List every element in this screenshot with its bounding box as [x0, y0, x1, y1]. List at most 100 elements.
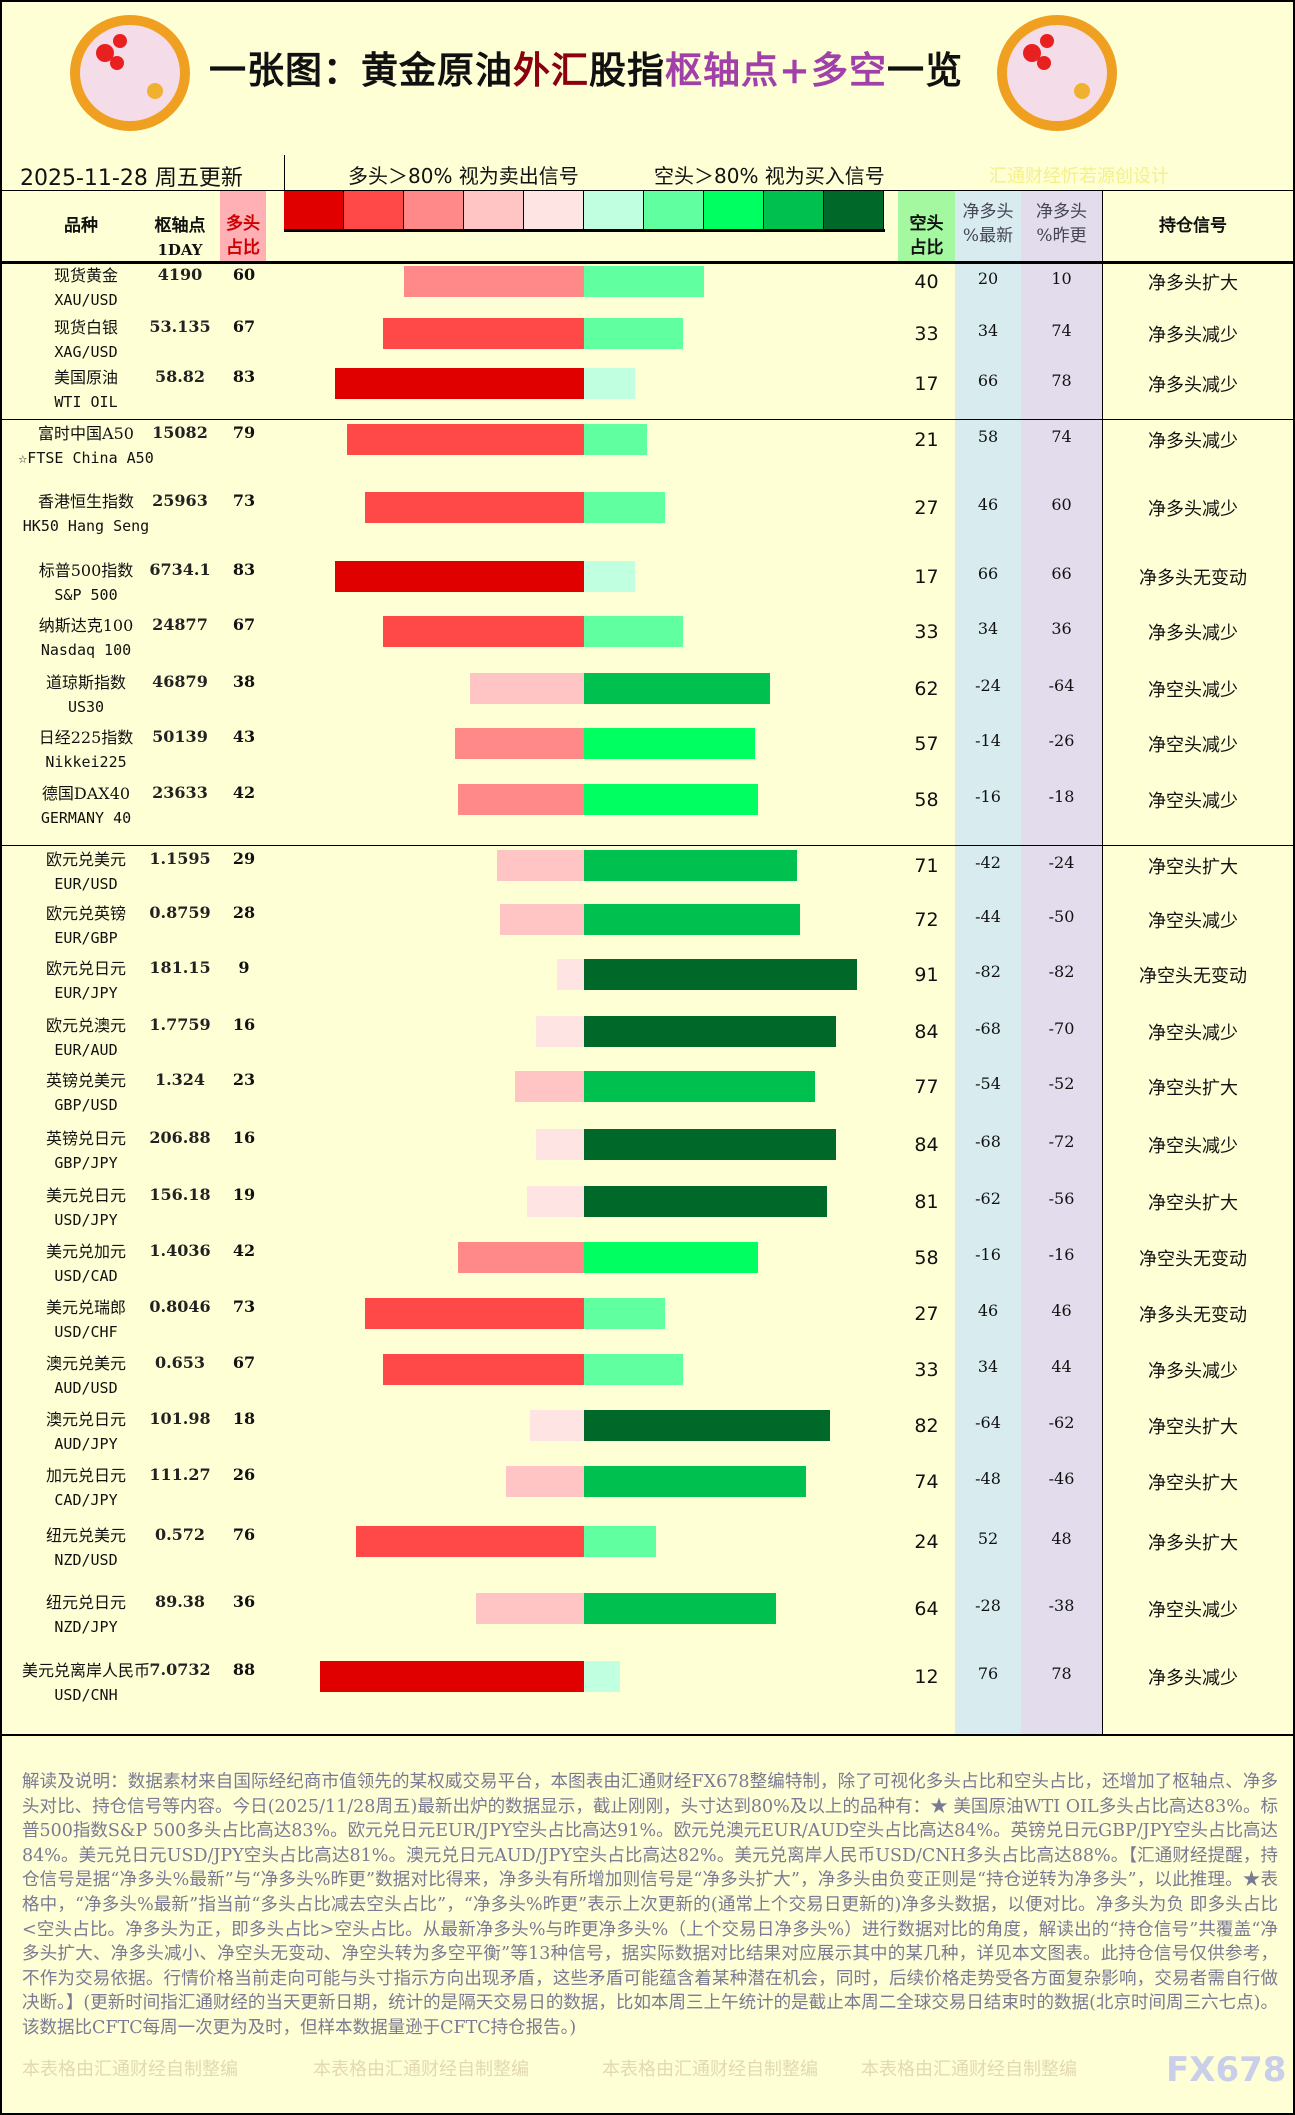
long-bar: [356, 1526, 584, 1557]
position-signal: 净空头减少: [1148, 911, 1238, 932]
position-signal: 净空头减少: [1148, 680, 1238, 701]
long-bar: [404, 266, 584, 297]
long-pct: 43: [232, 727, 256, 746]
instrument-cn-name: 英镑兑美元: [45, 1071, 126, 1090]
short-pct: 82: [914, 1415, 939, 1437]
net-long-prev: -50: [1048, 907, 1075, 926]
pivot-value: 111.27: [149, 1465, 211, 1484]
short-pct: 33: [914, 1359, 939, 1381]
position-signal: 净空头减少: [1148, 791, 1238, 812]
short-bar: [584, 959, 857, 990]
long-bar: [383, 318, 584, 349]
pivot-value: 1.1595: [149, 849, 211, 868]
legend-swatch: [584, 191, 644, 229]
legend-short-text: 空头＞80% 视为买入信号: [654, 164, 885, 188]
long-bar: [335, 561, 584, 592]
net-long-prev: 74: [1051, 427, 1072, 446]
long-bar: [365, 492, 584, 523]
table-row: 澳元兑美元 AUD/USD 0.653 67 33 34 44 净多头减少: [0, 1351, 1295, 1406]
instrument-name: 现货黄金 XAU/USD: [12, 264, 160, 312]
net-long-latest: 66: [977, 371, 999, 390]
position-signal: 净多头减少: [1148, 623, 1238, 644]
long-pct: 60: [232, 265, 256, 284]
short-label-2: 占比: [909, 238, 944, 258]
table-row: 英镑兑美元 GBP/USD 1.324 23 77 -54 -52 净空头扩大: [0, 1068, 1295, 1125]
pivot-sub-label: 1DAY: [157, 241, 203, 259]
table-row: 美元兑瑞郎 USD/CHF 0.8046 73 27 46 46 净多头无变动: [0, 1295, 1295, 1350]
watermark: 本表格由汇通财经自制整编: [861, 2059, 1077, 2080]
position-signal: 净空头减少: [1148, 1136, 1238, 1157]
long-pct: 29: [232, 849, 256, 868]
pivot-value: 7.0732: [149, 1660, 211, 1679]
logo-right-icon: [997, 15, 1117, 131]
long-bar: [383, 1354, 584, 1385]
net-long-latest: 34: [977, 619, 999, 638]
pivot-value: 6734.1: [149, 560, 211, 579]
table-row: 欧元兑美元 EUR/USD 1.1595 29 71 -42 -24 净空头扩大: [0, 847, 1295, 900]
instrument-name: 加元兑日元 CAD/JPY: [12, 1464, 160, 1512]
instrument-code: XAU/USD: [54, 291, 118, 309]
long-bar: [383, 616, 584, 647]
table-row: 欧元兑日元 EUR/JPY 181.15 9 91 -82 -82 净空头无变动: [0, 956, 1295, 1012]
pivot-label: 枢轴点: [154, 216, 206, 236]
short-bar: [584, 1526, 656, 1557]
title-segment: 一张图：黄金原油: [209, 48, 513, 92]
long-pct: 88: [232, 1660, 256, 1679]
pivot-value: 89.38: [154, 1592, 206, 1611]
long-pct: 36: [232, 1592, 256, 1611]
short-header-bg: [898, 191, 955, 262]
net-long-latest: 20: [977, 269, 999, 288]
net-long-prev: -18: [1048, 787, 1075, 806]
net-long-prev: 66: [1051, 564, 1072, 583]
instrument-code: WTI OIL: [54, 393, 118, 411]
long-bar: [536, 1129, 584, 1160]
watermark: 本表格由汇通财经自制整编: [602, 2059, 818, 2080]
net-long-latest: -62: [975, 1189, 1001, 1208]
table-row: 富时中国A50 ☆FTSE China A50 15082 79 21 58 74 净多头减少: [0, 421, 1295, 488]
instrument-cn-name: 欧元兑英镑: [45, 904, 126, 923]
short-pct: 74: [914, 1471, 939, 1493]
net-prev-label: 净多头: [1036, 202, 1087, 222]
page-title: 一张图：黄金原油外汇股指枢轴点+多空一览: [209, 40, 963, 94]
table-bottom-divider: [0, 1734, 1295, 1736]
position-signal: 净多头扩大: [1148, 1533, 1238, 1554]
pivot-value: 23633: [152, 783, 208, 802]
position-signal: 净多头无变动: [1139, 568, 1247, 589]
pivot-value: 46879: [152, 672, 208, 691]
position-signal: 净空头减少: [1148, 735, 1238, 756]
short-pct: 64: [914, 1598, 939, 1620]
short-pct: 40: [914, 271, 939, 293]
table-row: 加元兑日元 CAD/JPY 111.27 26 74 -48 -46 净空头扩大: [0, 1463, 1295, 1522]
short-bar: [584, 904, 800, 935]
position-signal: 净多头减少: [1148, 1668, 1238, 1689]
table-row: 纽元兑日元 NZD/JPY 89.38 36 64 -28 -38 净空头减少: [0, 1590, 1295, 1657]
net-prev-column-bg: [1021, 191, 1102, 1735]
instrument-code: Nikkei225: [45, 753, 127, 771]
instrument-cn-name: 加元兑日元: [45, 1466, 126, 1485]
long-pct: 73: [232, 491, 256, 510]
short-bar: [584, 1593, 776, 1624]
short-pct: 17: [914, 566, 939, 588]
net-long-prev: -46: [1048, 1469, 1075, 1488]
short-pct: 62: [914, 678, 939, 700]
net-long-prev: 10: [1051, 269, 1072, 288]
explanation-text: 解读及说明：数据素材来自国际经纪商市值领先的某权威交易平台，本图表由汇通财经FX…: [22, 1772, 1278, 2038]
long-bar: [506, 1466, 584, 1497]
update-date: 2025-11-28 周五更新: [20, 166, 243, 191]
pivot-value: 50139: [152, 727, 208, 746]
short-pct: 91: [914, 964, 939, 986]
table-row: 欧元兑英镑 EUR/GBP 0.8759 28 72 -44 -50 净空头减少: [0, 901, 1295, 955]
pivot-value: 101.98: [149, 1409, 211, 1428]
short-bar: [584, 1129, 836, 1160]
net-prev-label-2: %昨更: [1036, 226, 1087, 246]
net-long-prev: -16: [1048, 1245, 1075, 1264]
instrument-cn-name: 澳元兑美元: [45, 1354, 126, 1373]
net-latest-label: 净多头: [962, 202, 1014, 222]
instrument-code: EUR/GBP: [54, 929, 118, 947]
instrument-code: NZD/USD: [54, 1551, 118, 1569]
net-long-latest: -54: [975, 1074, 1001, 1093]
short-bar: [584, 1466, 806, 1497]
short-bar: [584, 616, 683, 647]
instrument-cn-name: 美元兑离岸人民币: [21, 1661, 150, 1680]
